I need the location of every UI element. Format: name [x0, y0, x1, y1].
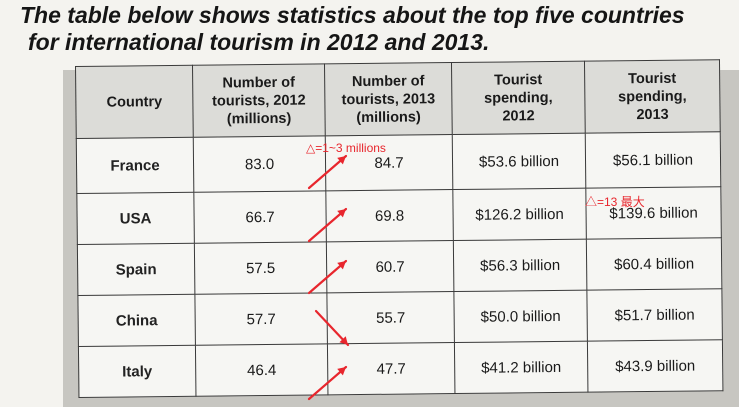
- trend-arrowhead: [337, 367, 346, 376]
- title-line-2: for international tourism in 2012 and 20…: [28, 29, 490, 55]
- trend-arrow-up: [307, 365, 348, 401]
- trend-arrowhead: [337, 156, 346, 165]
- spending-max-note: △=13 最大: [585, 195, 645, 209]
- trend-arrow-up: [307, 154, 348, 190]
- trend-arrowhead: [337, 261, 346, 270]
- trend-arrow-up: [307, 259, 348, 295]
- tourists-change-note: △=1~3 millions: [306, 141, 386, 155]
- page-title: The table below shows statistics about t…: [20, 2, 735, 56]
- trend-arrow-up: [307, 207, 348, 243]
- trend-arrowhead: [339, 336, 348, 345]
- title-line-1: The table below shows statistics about t…: [20, 2, 685, 28]
- trend-arrowhead: [337, 209, 346, 218]
